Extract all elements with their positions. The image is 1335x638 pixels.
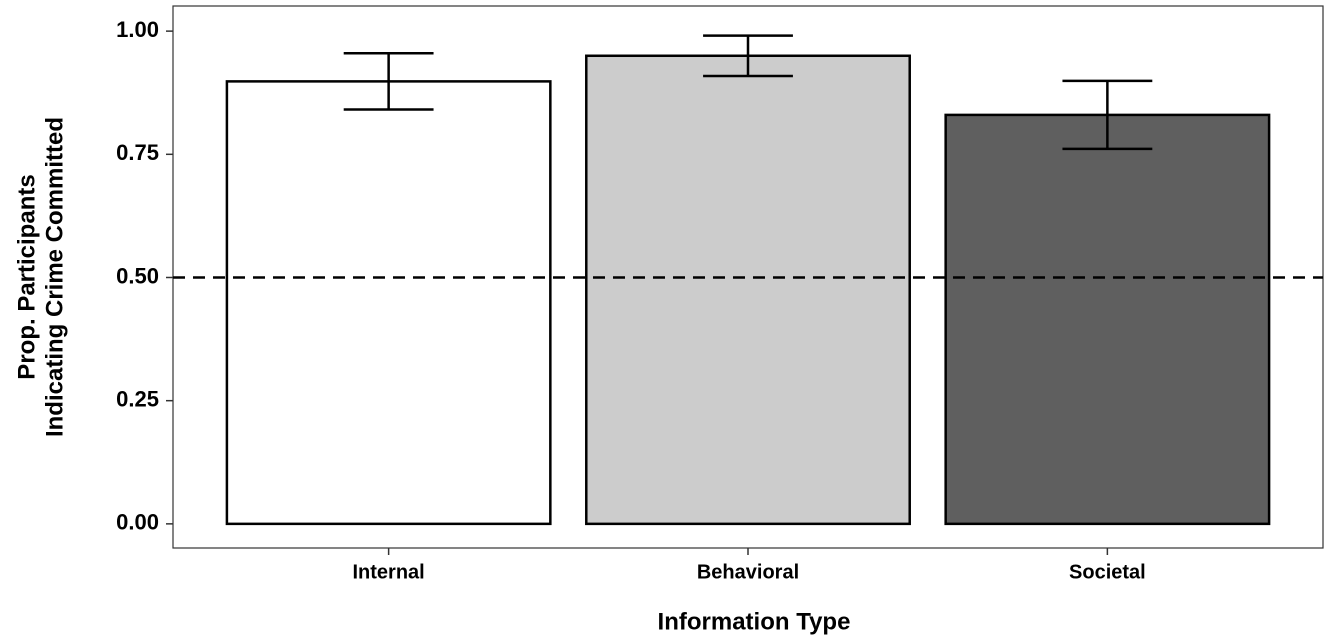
y-tick-label: 1.00	[116, 17, 159, 42]
bar	[225, 80, 552, 526]
y-tick-label: 0.50	[116, 263, 159, 288]
y-tick-label: 0.00	[116, 510, 159, 535]
error-bar	[1062, 79, 1153, 151]
y-tick-label: 0.75	[116, 140, 159, 165]
x-tick-label: Internal	[353, 561, 425, 583]
bar	[585, 54, 911, 526]
y-tick-label: 0.25	[116, 386, 159, 411]
y-axis-label: Indicating Crime Committed	[41, 117, 68, 437]
x-tick-label: Behavioral	[697, 561, 799, 583]
bar	[944, 113, 1271, 526]
error-bar	[343, 52, 434, 111]
error-bar	[703, 34, 793, 78]
x-axis-label: Information Type	[658, 608, 851, 635]
y-axis-label: Prop. Participants	[13, 174, 40, 379]
x-tick-label: Societal	[1069, 561, 1146, 583]
